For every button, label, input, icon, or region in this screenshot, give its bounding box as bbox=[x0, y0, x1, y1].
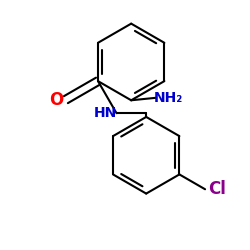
Text: O: O bbox=[49, 91, 63, 109]
Text: Cl: Cl bbox=[208, 180, 226, 198]
Text: HN: HN bbox=[94, 106, 117, 120]
Text: NH₂: NH₂ bbox=[154, 91, 183, 105]
